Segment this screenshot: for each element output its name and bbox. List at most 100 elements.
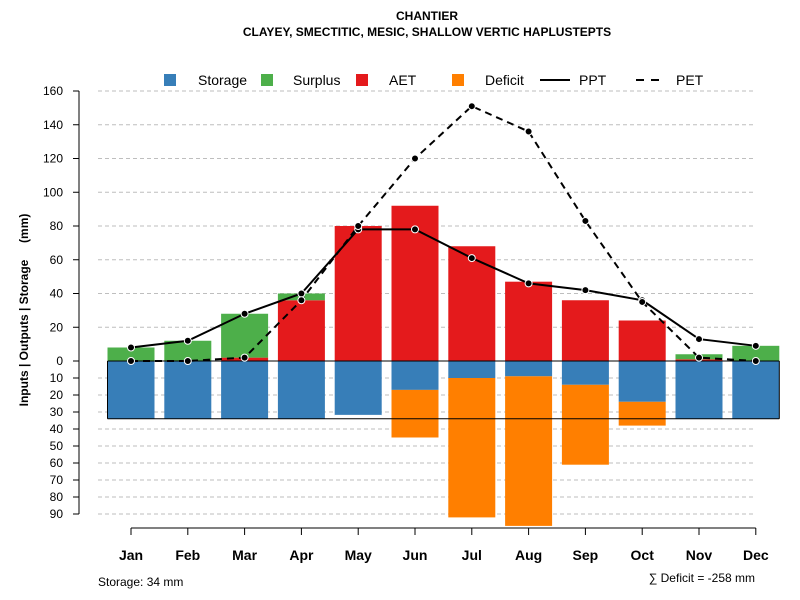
- y-tick-label: 70: [50, 473, 64, 487]
- deficit-bar: [561, 384, 609, 465]
- storage-bar: [164, 361, 212, 419]
- y-tick-label: 20: [50, 320, 64, 334]
- pet-point: [581, 216, 590, 225]
- storage-bar: [391, 361, 439, 390]
- pet-point: [297, 296, 306, 305]
- x-tick-label: Jul: [462, 547, 482, 563]
- surplus-bar: [732, 345, 780, 361]
- surplus-bar: [107, 347, 155, 361]
- chart-title: CHANTIER: [396, 9, 458, 23]
- y-tick-label: 30: [50, 405, 64, 419]
- aet-bar: [618, 320, 666, 361]
- legend-label: AET: [389, 72, 417, 88]
- pet-point: [524, 127, 533, 136]
- ppt-point: [695, 335, 703, 344]
- legend-label: PET: [676, 72, 704, 88]
- bars: [107, 205, 780, 526]
- y-tick-label: 10: [50, 371, 64, 385]
- aet-bar: [561, 300, 609, 361]
- aet-bar: [334, 226, 382, 361]
- legend-label: Deficit: [485, 72, 524, 88]
- legend-swatch: [261, 74, 273, 86]
- ppt-point: [127, 343, 135, 352]
- x-tick-label: Apr: [289, 547, 314, 563]
- aet-bar: [505, 281, 553, 361]
- ppt-point: [240, 309, 249, 318]
- pet-point: [411, 154, 419, 163]
- legend-label: Surplus: [293, 72, 340, 88]
- y-axis: 0 20 40 60 80 100 120 140 160 10 20 30 40 50 60 70 80 90: [43, 84, 80, 521]
- aet-bar: [277, 300, 325, 361]
- surplus-bar: [164, 340, 212, 361]
- lines: [127, 102, 760, 365]
- ppt-point: [297, 289, 306, 298]
- deficit-bar: [391, 389, 439, 438]
- storage-bar: [107, 361, 155, 419]
- ppt-point: [467, 254, 476, 263]
- y-tick-label: 90: [50, 507, 64, 521]
- x-axis: Jan Feb Mar Apr May Jun Jul Aug Sep Oct Nov Dec: [119, 527, 769, 563]
- legend-label: Storage: [198, 72, 247, 88]
- legend: Storage Surplus AET Deficit PPT PET: [164, 72, 704, 88]
- storage-footnote: Storage: 34 mm: [98, 575, 183, 589]
- storage-bar: [732, 361, 780, 419]
- y-axis-label: Inputs | Outputs | Storage (mm): [17, 214, 31, 407]
- pet-point: [695, 353, 703, 362]
- ppt-point: [751, 341, 760, 350]
- y-tick-label: 100: [43, 185, 63, 199]
- pet-point: [638, 297, 647, 306]
- y-tick-label: 80: [50, 490, 64, 504]
- pet-point: [751, 357, 760, 365]
- deficit-footnote: ∑ Deficit = -258 mm: [649, 571, 755, 585]
- storage-bar: [221, 361, 269, 419]
- y-tick-label: 140: [43, 118, 63, 132]
- storage-bar: [448, 361, 496, 378]
- storage-bar: [334, 361, 382, 416]
- x-tick-label: Feb: [175, 547, 200, 563]
- y-tick-label: 20: [50, 388, 64, 402]
- x-tick-label: Aug: [515, 547, 542, 563]
- storage-bar: [505, 361, 553, 377]
- x-tick-label: Oct: [631, 547, 655, 563]
- pet-point: [354, 222, 363, 230]
- x-tick-label: Sep: [573, 547, 599, 563]
- x-tick-label: Jan: [119, 547, 143, 563]
- y-tick-label: 0: [56, 354, 63, 368]
- surplus-bar: [221, 313, 269, 358]
- pet-point: [467, 102, 476, 111]
- legend-swatch: [452, 74, 464, 86]
- legend-label: PPT: [579, 72, 607, 88]
- storage-bar: [618, 361, 666, 402]
- x-tick-label: Jun: [403, 547, 428, 563]
- ppt-point: [524, 279, 533, 288]
- pet-point: [127, 357, 135, 365]
- y-tick-label: 40: [50, 287, 64, 301]
- y-tick-label: 60: [50, 456, 64, 470]
- y-tick-label: 160: [43, 84, 63, 98]
- x-tick-label: Dec: [743, 547, 769, 563]
- storage-bar: [675, 361, 723, 419]
- x-tick-label: Nov: [686, 547, 713, 563]
- y-tick-label: 60: [50, 253, 64, 267]
- legend-swatch: [164, 74, 176, 86]
- chart-subtitle: CLAYEY, SMECTITIC, MESIC, SHALLOW VERTIC…: [243, 25, 611, 39]
- storage-bar: [561, 361, 609, 385]
- deficit-bar: [618, 401, 666, 426]
- x-tick-label: May: [345, 547, 372, 563]
- y-tick-label: 50: [50, 439, 64, 453]
- y-tick-label: 80: [50, 219, 64, 233]
- pet-point: [240, 353, 249, 362]
- storage-frame: [107, 360, 780, 420]
- storage-bar: [277, 361, 325, 419]
- deficit-bar: [448, 378, 496, 518]
- pet-point: [183, 357, 192, 365]
- ppt-point: [411, 225, 419, 234]
- pet-line: [131, 105, 756, 362]
- legend-swatch: [356, 74, 368, 86]
- deficit-bar: [505, 376, 553, 526]
- aet-bar: [448, 246, 496, 361]
- ppt-point: [581, 286, 590, 295]
- ppt-point: [183, 336, 192, 345]
- y-tick-label: 40: [50, 422, 64, 436]
